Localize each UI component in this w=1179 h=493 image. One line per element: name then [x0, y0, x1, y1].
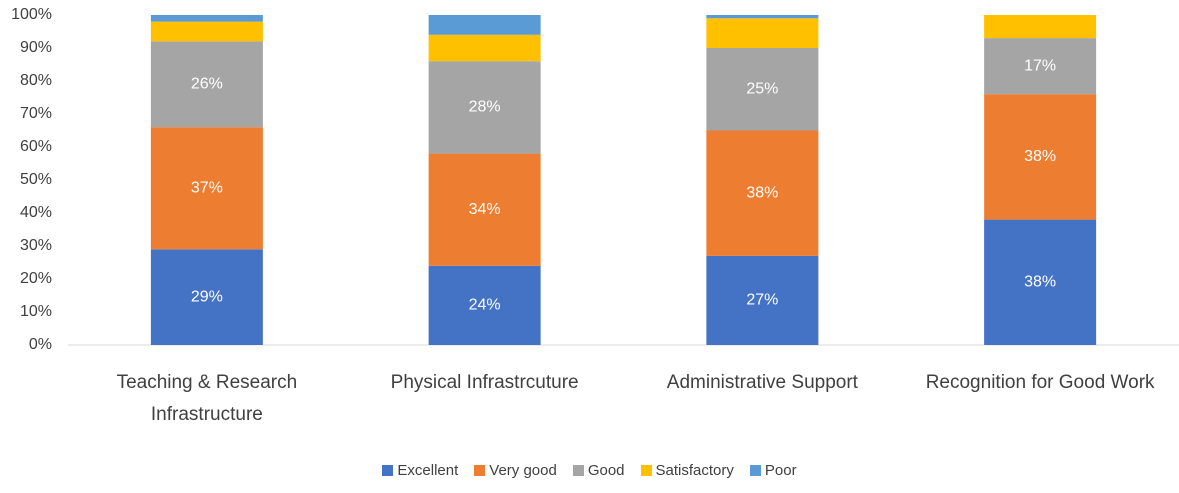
y-tick-label: 10%: [20, 303, 52, 320]
data-label: 34%: [469, 201, 501, 218]
legend: Excellent Very good Good Satisfactory Poor: [0, 462, 1179, 479]
y-tick-label: 50%: [20, 171, 52, 188]
legend-label: Good: [587, 462, 625, 479]
legend-swatch: [572, 465, 584, 476]
legend-item: Poor: [749, 462, 797, 479]
bar-segment: [428, 265, 541, 345]
x-tick-label: Teaching & Research Infrastructure: [116, 372, 298, 425]
y-tick-label: 20%: [20, 270, 52, 287]
legend-swatch: [749, 465, 761, 476]
y-tick-label: 90%: [20, 39, 52, 56]
data-label: 29%: [191, 288, 223, 305]
legend-label: Poor: [764, 462, 797, 479]
legend-label: Very good: [489, 462, 557, 479]
legend-label: Excellent: [397, 462, 459, 479]
bar-segment: [984, 219, 1097, 345]
y-tick-label: 60%: [20, 138, 52, 155]
bar-segment: [150, 15, 263, 22]
x-tick-label: Physical Infrastrcuture: [390, 372, 579, 393]
legend-item: Very good: [474, 462, 557, 479]
data-label: 38%: [1024, 274, 1056, 291]
bar-segment: [428, 15, 541, 35]
legend-item: Satisfactory: [640, 462, 734, 479]
data-label: 17%: [1024, 57, 1056, 74]
bar-segment: [706, 15, 819, 19]
legend-item: Excellent: [382, 462, 458, 479]
bar-segment: [150, 41, 263, 128]
legend-swatch: [474, 465, 486, 476]
bar-segment: [706, 255, 819, 345]
bar-segment: [428, 34, 541, 62]
legend-swatch: [640, 465, 652, 476]
legend-label: Satisfactory: [655, 462, 734, 479]
data-label: 25%: [746, 80, 778, 97]
bar-segment: [984, 94, 1097, 220]
x-tick-label: Administrative Support: [666, 372, 858, 393]
data-label: 37%: [191, 179, 223, 196]
data-label: 26%: [191, 76, 223, 93]
bar-segment: [706, 18, 819, 48]
bar-segment: [984, 15, 1097, 39]
legend-swatch: [382, 465, 394, 476]
bar-segment: [428, 153, 541, 266]
y-tick-label: 100%: [11, 6, 52, 23]
data-label: 38%: [1024, 148, 1056, 165]
data-label: 28%: [469, 99, 501, 116]
bar-segment: [428, 61, 541, 154]
bar-segment: [984, 38, 1097, 95]
bar-segment: [150, 249, 263, 345]
legend-item: Good: [572, 462, 625, 479]
bar-segment: [150, 127, 263, 250]
data-label: 38%: [746, 184, 778, 201]
y-tick-label: 30%: [20, 237, 52, 254]
bar-segment: [706, 130, 819, 256]
x-tick-label: Recognition for Good Work: [925, 372, 1155, 393]
data-label: 27%: [746, 292, 778, 309]
y-tick-label: 0%: [29, 336, 52, 353]
y-tick-label: 70%: [20, 105, 52, 122]
bar-segment: [150, 21, 263, 42]
y-tick-label: 40%: [20, 204, 52, 221]
bar-segment: [706, 48, 819, 131]
y-tick-label: 80%: [20, 72, 52, 89]
data-label: 24%: [469, 297, 501, 314]
